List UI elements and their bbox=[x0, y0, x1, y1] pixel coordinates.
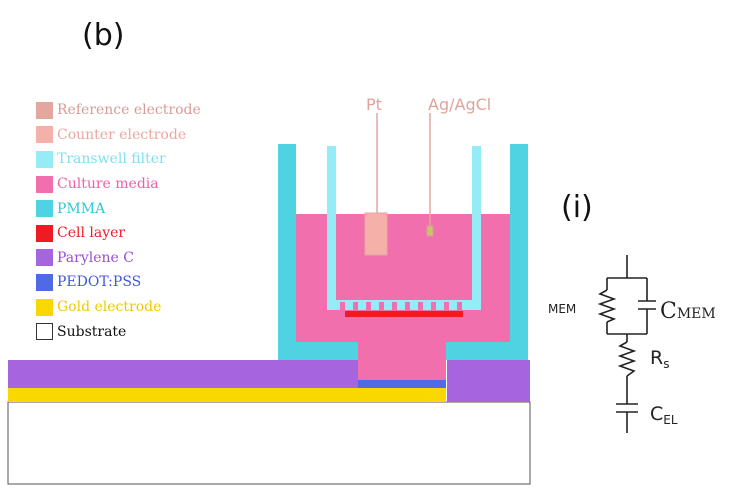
parylene-layer-right bbox=[447, 360, 530, 402]
c-mem-label: CMEM bbox=[660, 299, 716, 324]
legend-item-counter-electrode: Counter electrode bbox=[36, 123, 201, 148]
legend-swatch bbox=[36, 323, 53, 341]
legend-swatch bbox=[36, 175, 53, 193]
legend-item-cell-layer: Cell layer bbox=[36, 221, 201, 246]
panel-i-label: (i) bbox=[561, 190, 593, 225]
legend-label: PEDOT:PSS bbox=[57, 274, 142, 291]
gold-electrode bbox=[8, 388, 446, 402]
legend-label: Transwell filter bbox=[57, 151, 166, 168]
reference-electrode bbox=[426, 225, 434, 237]
legend-swatch bbox=[36, 249, 53, 267]
legend-item-reference-electrode: Reference electrode bbox=[36, 98, 201, 123]
pt-label: Pt bbox=[366, 95, 382, 114]
parylene-layer-left bbox=[8, 360, 358, 388]
legend-item-culture-media: Culture media bbox=[36, 172, 201, 197]
legend-swatch bbox=[36, 224, 53, 242]
counter-electrode bbox=[364, 212, 388, 256]
r-mem-resistor bbox=[597, 289, 617, 323]
legend-label: Parylene C bbox=[57, 249, 134, 266]
legend-swatch bbox=[36, 273, 53, 291]
legend-swatch bbox=[36, 200, 53, 218]
legend-swatch bbox=[36, 298, 53, 316]
legend: Reference electrode Counter electrode Tr… bbox=[36, 98, 201, 344]
legend-item-transwell-filter: Transwell filter bbox=[36, 147, 201, 172]
panel-b-label: (b) bbox=[82, 18, 125, 53]
legend-label: PMMA bbox=[57, 200, 106, 217]
filter-pores bbox=[340, 302, 462, 310]
pmma-well-right bbox=[446, 144, 528, 360]
transwell-media bbox=[336, 214, 472, 300]
legend-item-pmma: PMMA bbox=[36, 196, 201, 221]
pmma-well bbox=[278, 144, 358, 360]
legend-label: Gold electrode bbox=[57, 299, 162, 316]
rs-resistor bbox=[617, 341, 637, 377]
legend-item-pedot-pss: PEDOT:PSS bbox=[36, 270, 201, 295]
legend-swatch bbox=[36, 150, 53, 168]
legend-item-parylene-c: Parylene C bbox=[36, 246, 201, 271]
legend-swatch bbox=[36, 126, 53, 144]
c-el-label: CEL bbox=[650, 403, 678, 427]
legend-swatch bbox=[36, 101, 53, 119]
agcl-label: Ag/AgCl bbox=[428, 95, 491, 114]
legend-item-gold-electrode: Gold electrode bbox=[36, 295, 201, 320]
legend-item-substrate: Substrate bbox=[36, 319, 201, 344]
legend-label: Substrate bbox=[57, 323, 127, 340]
legend-label: Cell layer bbox=[57, 225, 126, 242]
legend-label: Reference electrode bbox=[57, 102, 201, 119]
legend-label: Culture media bbox=[57, 176, 159, 193]
rs-label: Rs bbox=[650, 347, 669, 371]
r-mem-label: MEM bbox=[548, 302, 576, 316]
cell-layer bbox=[345, 311, 463, 317]
substrate bbox=[7, 401, 531, 485]
legend-label: Counter electrode bbox=[57, 126, 187, 143]
pedot-pss bbox=[358, 380, 446, 388]
